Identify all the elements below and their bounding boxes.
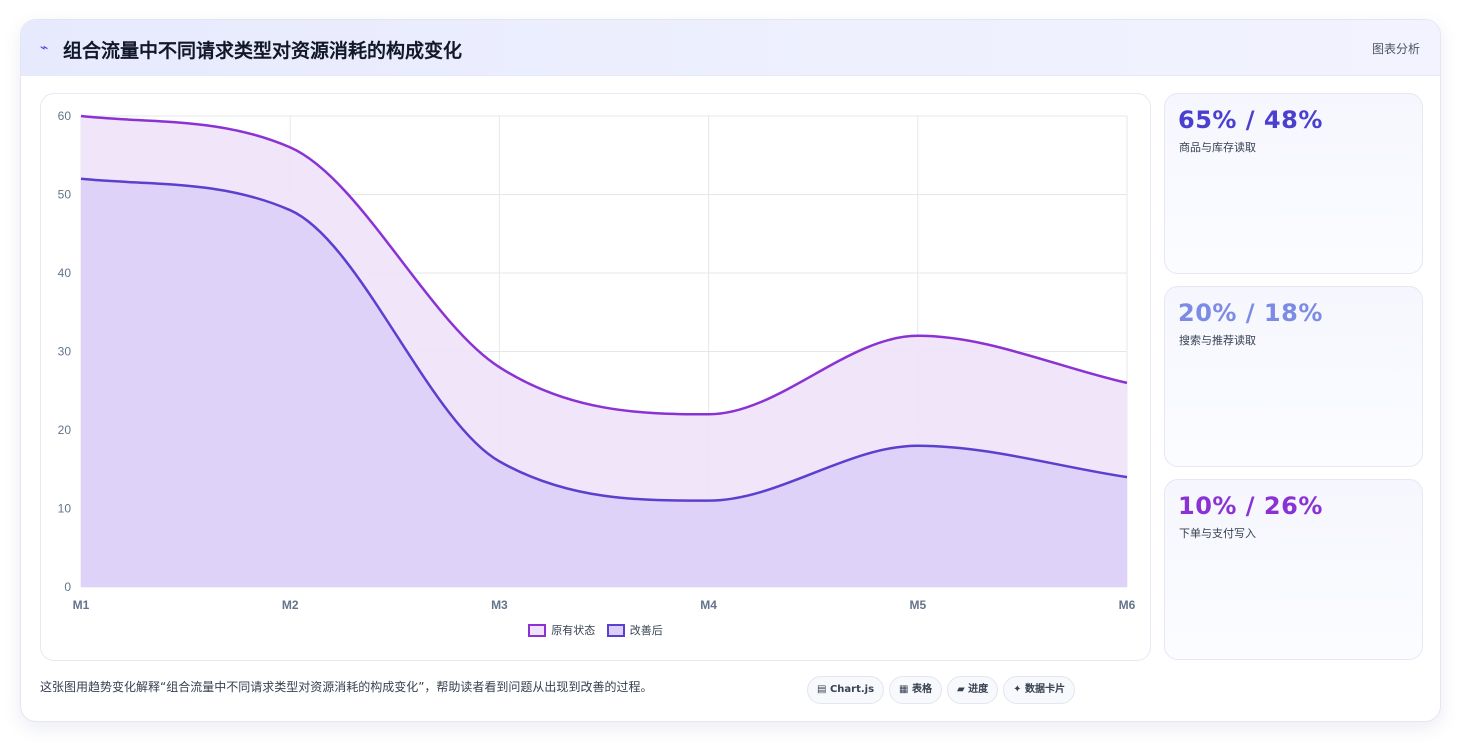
x-tick-label: M2	[282, 598, 299, 612]
series-line-1	[80, 177, 1128, 502]
x-tick-label: M5	[909, 598, 926, 612]
series-line-0	[80, 114, 1128, 416]
chip-progress[interactable]: ▰ 进度	[946, 676, 999, 704]
progress-icon: ▰	[956, 684, 965, 695]
legend-label-after: 改善后	[629, 624, 663, 637]
stat-card-order-payment: 10% / 26% 下单与支付写入	[1164, 479, 1423, 660]
stat-label: 下单与支付写入	[1179, 527, 1256, 540]
chart-legend: 原有状态 改善后	[41, 622, 1150, 640]
chip-group: ▤ Chart.js ▦ 表格 ▰ 进度 ✦ 数据卡片	[807, 676, 1080, 704]
y-tick-label: 20	[58, 423, 72, 437]
y-tick-label: 10	[58, 502, 72, 516]
y-tick-label: 60	[58, 109, 72, 123]
chip-data-cards[interactable]: ✦ 数据卡片	[1003, 676, 1076, 704]
y-tick-label: 50	[58, 188, 72, 202]
chart-analysis-link[interactable]: 图表分析	[1371, 42, 1420, 56]
legend-item-before[interactable]: 原有状态	[528, 622, 595, 638]
chart-card: ⌁ 组合流量中不同请求类型对资源消耗的构成变化 图表分析 0 10 20 30 40 50…	[20, 19, 1441, 722]
stat-card-search-recommend: 20% / 18% 搜索与推荐读取	[1164, 286, 1423, 467]
x-tick-label: M6	[1119, 598, 1136, 612]
legend-item-after[interactable]: 改善后	[606, 622, 663, 638]
stat-value: 10% / 26%	[1178, 492, 1323, 520]
stat-label: 搜索与推荐读取	[1179, 334, 1256, 347]
area-chart: 0 10 20 30 40 50 60 M1 M2 M3 M4 M5 M6	[58, 109, 1136, 612]
chip-label: 表格	[911, 684, 932, 695]
chip-label: 进度	[968, 684, 989, 695]
legend-swatch-after	[606, 623, 625, 637]
chip-table[interactable]: ▦ 表格	[889, 676, 942, 704]
legend-label-before: 原有状态	[551, 624, 596, 637]
chip-label: 数据卡片	[1025, 684, 1066, 695]
chart-icon: ▤	[817, 684, 827, 695]
y-tick-label: 40	[58, 266, 72, 280]
table-icon: ▦	[899, 684, 909, 695]
y-tick-label: 30	[58, 345, 72, 359]
trend-icon: ⌁	[40, 40, 49, 56]
chart-panel: 0 10 20 30 40 50 60 M1 M2 M3 M4 M5 M6 原有状态 改善后	[40, 93, 1151, 661]
page-title: 组合流量中不同请求类型对资源消耗的构成变化	[63, 40, 463, 62]
sparkle-icon: ✦	[1013, 684, 1022, 695]
chip-chartjs[interactable]: ▤ Chart.js	[807, 676, 885, 704]
stat-value: 20% / 18%	[1178, 299, 1323, 327]
stat-value: 65% / 48%	[1178, 106, 1323, 134]
x-tick-label: M1	[73, 598, 90, 612]
series-area-1	[81, 178, 1127, 588]
x-tick-label: M4	[700, 598, 717, 612]
chip-label: Chart.js	[829, 684, 875, 695]
chart-caption: 这张图用趋势变化解释“组合流量中不同请求类型对资源消耗的构成变化”，帮助读者看到…	[40, 680, 653, 694]
card-header: ⌁ 组合流量中不同请求类型对资源消耗的构成变化 图表分析	[21, 20, 1440, 76]
stat-label: 商品与库存读取	[1179, 141, 1256, 154]
legend-swatch-before	[528, 623, 547, 637]
x-tick-label: M3	[491, 598, 508, 612]
y-tick-label: 0	[64, 580, 71, 594]
stat-card-product-inventory: 65% / 48% 商品与库存读取	[1164, 93, 1423, 274]
